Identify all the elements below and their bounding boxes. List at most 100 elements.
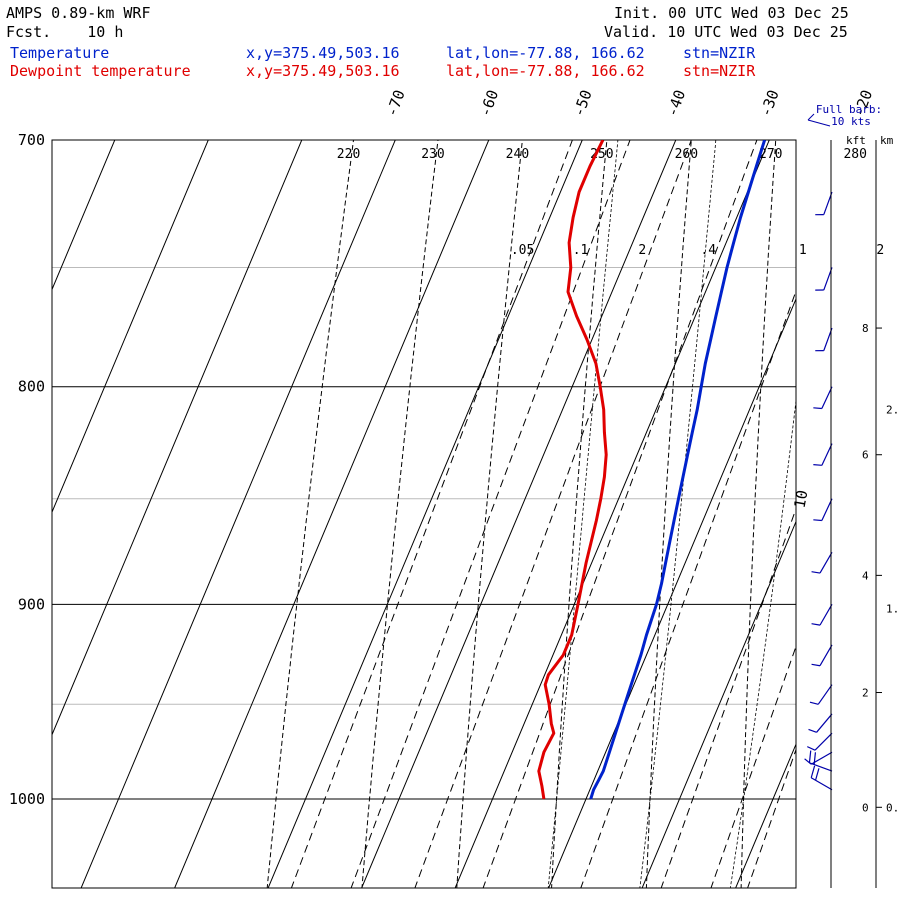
legend-temperature-name: Temperature bbox=[10, 44, 110, 62]
dry-adiabat-label-220: 220 bbox=[337, 147, 360, 162]
isotherm--50 bbox=[267, 140, 583, 888]
isotherm--10 bbox=[641, 520, 796, 888]
height-axis-km-label: km bbox=[880, 134, 894, 147]
moist-adiabat-250 bbox=[547, 140, 619, 888]
dry-adiabat-label-280: 280 bbox=[843, 147, 866, 162]
wind-barbs bbox=[804, 191, 833, 791]
wind-barb-800 bbox=[813, 386, 833, 410]
wind-barb-850 bbox=[813, 498, 833, 522]
dry-adiabat-label-240: 240 bbox=[506, 147, 529, 162]
model-title: AMPS 0.89-km WRF bbox=[6, 4, 151, 22]
kft-tick-label-2: 2 bbox=[862, 687, 869, 700]
legend-dewpoint-latlon: lat,lon=-77.88, 166.62 bbox=[446, 62, 645, 80]
mixing-ratio-label-3: .4 bbox=[700, 243, 716, 258]
dry-adiabat-240 bbox=[456, 140, 523, 888]
init-time: Init. 00 UTC Wed 03 Dec 25 bbox=[614, 4, 849, 22]
moist-adiabat-270 bbox=[729, 397, 796, 888]
dry-adiabat-label-230: 230 bbox=[421, 147, 444, 162]
wind-barb-750 bbox=[815, 267, 833, 291]
axis-labels: 7008009001000-70-60-50-40-30-20-10022023… bbox=[9, 88, 884, 808]
dry-adiabat-280 bbox=[836, 113, 862, 889]
mixing-ratio-line-2 bbox=[660, 507, 796, 888]
height-axis: kft km 0 2 4 6 8 0. 1. 2. bbox=[830, 134, 899, 888]
temperature-tick-3: -40 bbox=[663, 88, 689, 120]
isotherm-10 bbox=[829, 113, 900, 889]
legend-temperature-xy: x,y=375.49,503.16 bbox=[246, 44, 400, 62]
legend-temperature-latlon: lat,lon=-77.88, 166.62 bbox=[446, 44, 645, 62]
moist-adiabats bbox=[547, 113, 900, 889]
temperature-tick-0: -70 bbox=[383, 88, 409, 120]
mixing-ratio-label-4: 1 bbox=[799, 243, 807, 258]
mixing-ratio-line-0.1 bbox=[350, 140, 631, 888]
wind-barb-875 bbox=[811, 551, 833, 574]
barb-legend-line1: Full barb: bbox=[816, 103, 882, 116]
mixing-ratio-line-6 bbox=[801, 113, 900, 889]
kft-tick-label-8: 8 bbox=[862, 322, 869, 335]
wind-barb-955 bbox=[808, 713, 833, 733]
wind-barb-985 bbox=[808, 750, 833, 772]
barb-legend: Full barb: 10 kts bbox=[807, 103, 882, 128]
temperature-trace bbox=[589, 140, 767, 800]
isotherms bbox=[52, 113, 900, 889]
legend-dewpoint-xy: x,y=375.49,503.16 bbox=[246, 62, 400, 80]
mixing-ratio-label-1: .1 bbox=[573, 243, 589, 258]
temperature-tick-2: -50 bbox=[570, 88, 596, 120]
km-tick-label-0: 0. bbox=[886, 801, 899, 814]
isotherm--30 bbox=[454, 140, 770, 888]
kft-tick-label-0: 0 bbox=[862, 801, 869, 814]
wind-barb-825 bbox=[813, 443, 833, 466]
pressure-label-800: 800 bbox=[18, 378, 45, 396]
dry-adiabats bbox=[266, 113, 862, 889]
sounding-traces bbox=[537, 140, 767, 800]
isotherm--60 bbox=[174, 140, 490, 888]
temperature-tick-4: -30 bbox=[757, 88, 783, 120]
mixing-ratio-line-1 bbox=[580, 289, 796, 888]
dewpoint-trace bbox=[537, 140, 608, 800]
mixing-ratio-label-2: 2 bbox=[638, 243, 646, 258]
legend-temperature-station: stn=NZIR bbox=[683, 44, 756, 62]
wind-barb-965 bbox=[807, 732, 833, 751]
mixing-ratio-annotation: 10 bbox=[791, 489, 812, 510]
kft-tick-label-4: 4 bbox=[862, 569, 869, 582]
plot-frame bbox=[51, 139, 797, 889]
wind-barb-940 bbox=[809, 684, 833, 705]
temperature-tick-1: -60 bbox=[476, 88, 502, 120]
dry-adiabat-230 bbox=[361, 140, 439, 888]
mixing-ratio-label-0: .05 bbox=[511, 243, 534, 258]
wind-barb-775 bbox=[815, 327, 833, 352]
barb-legend-flag bbox=[807, 113, 815, 121]
pressure-label-700: 700 bbox=[18, 131, 45, 149]
isotherm--100 bbox=[52, 140, 116, 291]
mixing-ratio-label-5: 2 bbox=[876, 243, 884, 258]
isotherm--80 bbox=[52, 140, 303, 737]
reference-isobars bbox=[52, 266, 796, 705]
barb-legend-line2: 10 kts bbox=[831, 115, 871, 128]
legend-dewpoint-name: Dewpoint temperature bbox=[10, 62, 191, 80]
legend-dewpoint-station: stn=NZIR bbox=[683, 62, 756, 80]
barb-legend-shaft bbox=[807, 119, 831, 127]
valid-time: Valid. 10 UTC Wed 03 Dec 25 bbox=[604, 23, 848, 41]
wind-barb-995 bbox=[810, 765, 833, 791]
wind-barb-975 bbox=[804, 751, 833, 765]
wind-barb-900 bbox=[811, 604, 833, 626]
dry-adiabat-label-260: 260 bbox=[675, 147, 698, 162]
isotherm--20 bbox=[548, 297, 796, 888]
dry-adiabat-270 bbox=[740, 140, 777, 888]
wind-barb-920 bbox=[811, 644, 833, 667]
wind-barb-720 bbox=[815, 191, 833, 216]
dry-adiabat-260 bbox=[645, 140, 692, 888]
dry-adiabat-label-270: 270 bbox=[759, 147, 782, 162]
isotherm--90 bbox=[52, 140, 209, 514]
isotherm--40 bbox=[361, 140, 677, 888]
kft-tick-label-6: 6 bbox=[862, 449, 869, 462]
mixing-ratio-lines bbox=[290, 113, 900, 889]
height-axis-kft-label: kft bbox=[846, 134, 866, 147]
dry-adiabat-220 bbox=[266, 140, 355, 888]
km-tick-label-1: 1. bbox=[886, 602, 899, 615]
moist-adiabat-280 bbox=[820, 113, 900, 889]
pressure-label-1000: 1000 bbox=[9, 790, 45, 808]
mixing-ratio-line-0.2 bbox=[414, 140, 692, 888]
pressure-label-900: 900 bbox=[18, 595, 45, 613]
dry-adiabat-250 bbox=[551, 140, 608, 888]
